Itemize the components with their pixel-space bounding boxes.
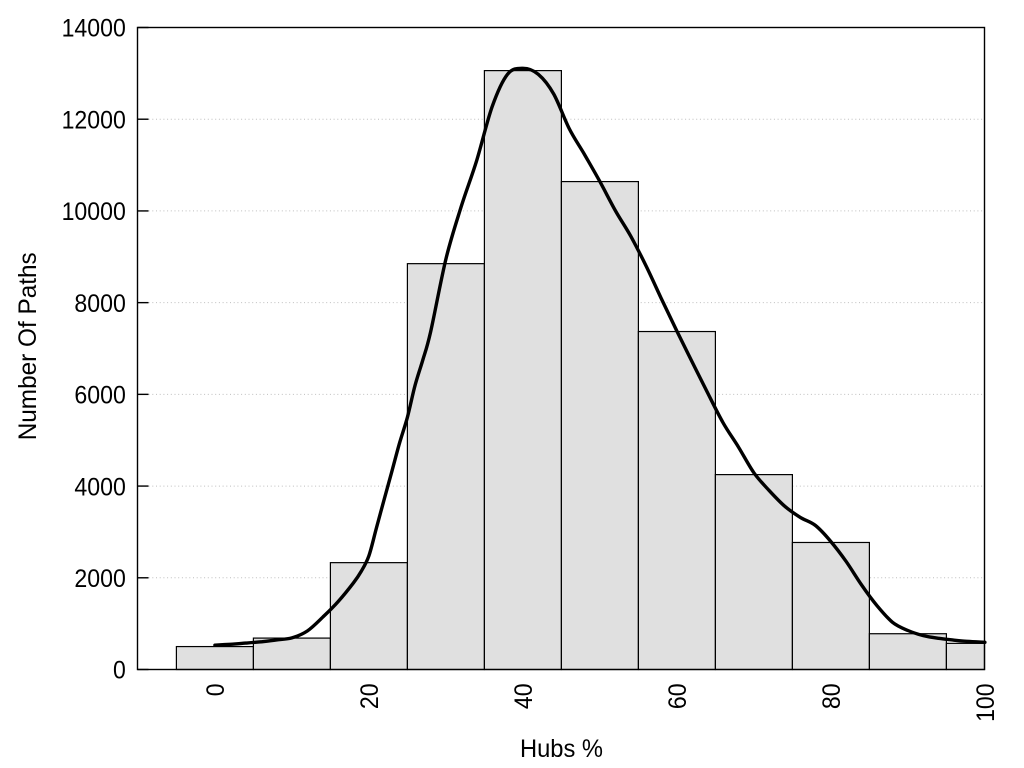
svg-text:8000: 8000	[74, 290, 125, 318]
svg-text:6000: 6000	[74, 382, 125, 410]
svg-text:4000: 4000	[74, 473, 125, 501]
svg-text:12000: 12000	[62, 106, 126, 134]
svg-text:60: 60	[664, 683, 692, 709]
svg-text:0: 0	[113, 657, 126, 685]
svg-text:Number Of Paths: Number Of Paths	[14, 252, 42, 440]
svg-text:100: 100	[972, 683, 1000, 722]
svg-text:10000: 10000	[62, 198, 126, 226]
svg-text:Hubs %: Hubs %	[520, 735, 603, 763]
svg-text:2000: 2000	[74, 565, 125, 593]
svg-text:20: 20	[356, 683, 384, 709]
svg-text:80: 80	[818, 683, 846, 709]
svg-text:0: 0	[202, 683, 230, 696]
svg-text:14000: 14000	[62, 15, 126, 43]
svg-text:40: 40	[510, 683, 538, 709]
